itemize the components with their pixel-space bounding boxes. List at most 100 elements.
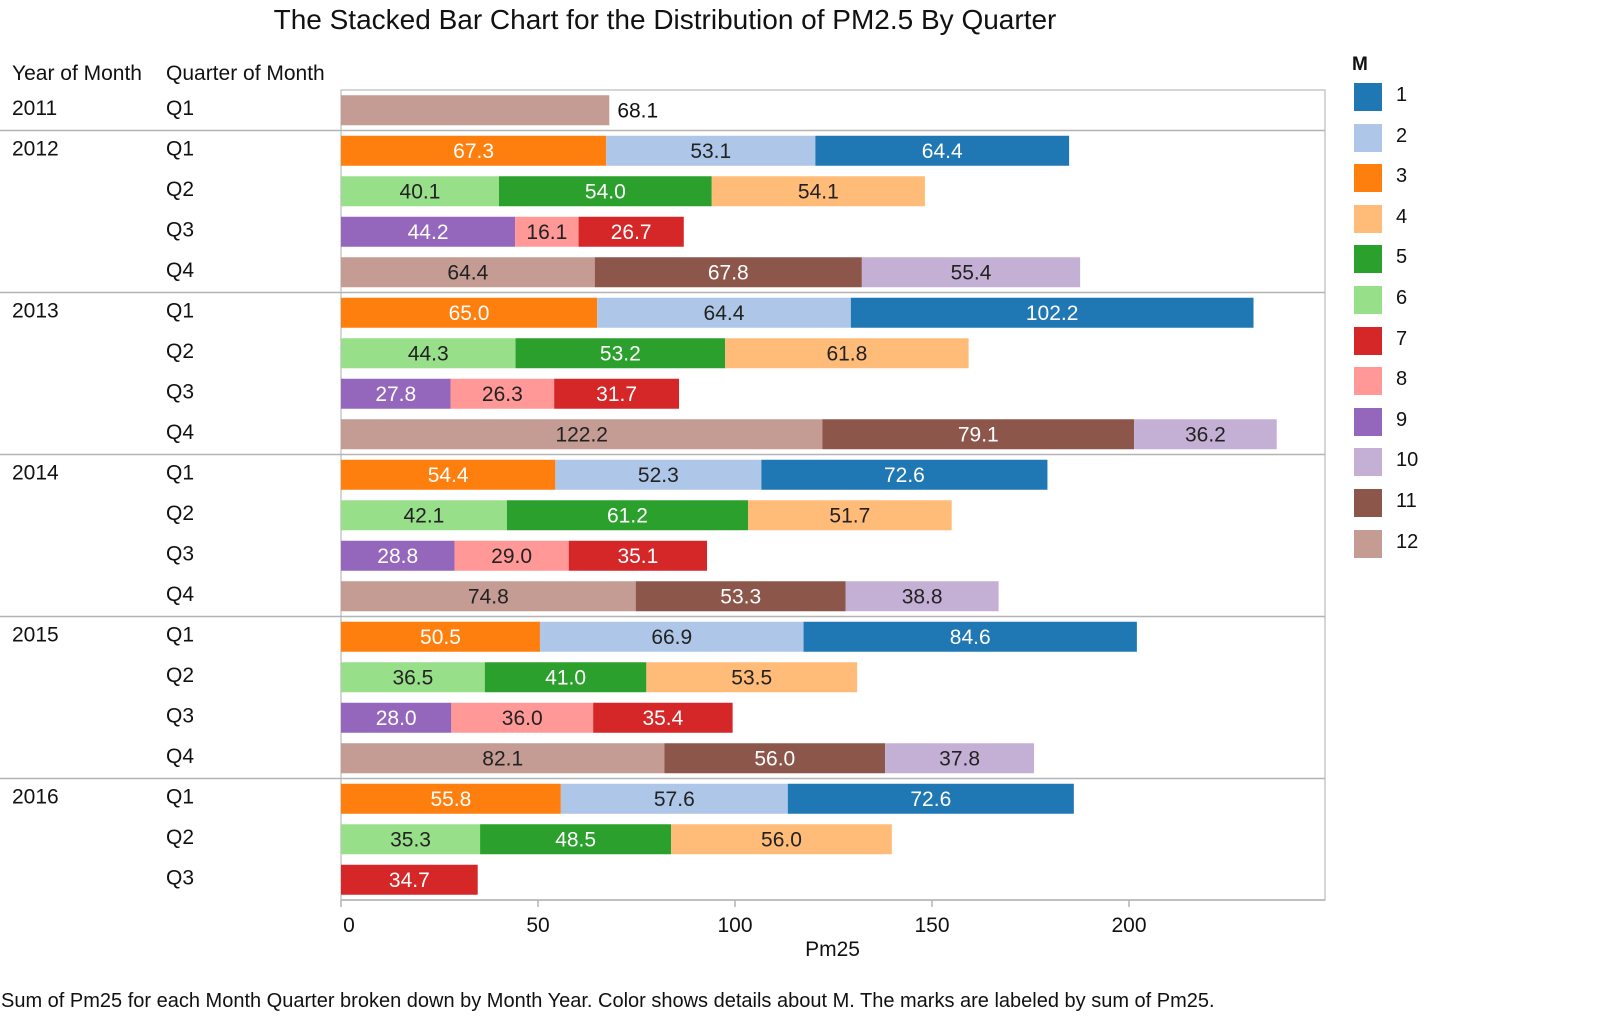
bar-value-label: 36.2 — [1185, 423, 1226, 446]
bar-segment — [341, 95, 610, 126]
legend-label: 12 — [1396, 530, 1419, 553]
quarter-label: Q1 — [166, 138, 194, 161]
bar-segment — [725, 338, 969, 369]
bar-segment — [803, 621, 1137, 652]
bar-segment — [815, 135, 1070, 166]
legend-label: 9 — [1396, 408, 1408, 431]
bar-segment — [593, 702, 733, 733]
bar-value-label: 79.1 — [958, 423, 999, 446]
year-label: 2012 — [12, 138, 59, 161]
legend-swatch — [1354, 286, 1382, 314]
legend-swatch — [1354, 407, 1382, 436]
bar-value-label: 44.2 — [408, 221, 449, 244]
bar-value-label: 35.1 — [617, 545, 658, 568]
bar-value-label: 37.8 — [939, 747, 980, 770]
bar-value-label: 44.3 — [408, 342, 449, 365]
quarter-label: Q3 — [166, 705, 194, 728]
bar-value-label: 53.3 — [720, 585, 761, 608]
bar-value-label: 64.4 — [447, 261, 488, 284]
legend-label: 6 — [1396, 287, 1408, 309]
year-label: 2013 — [12, 300, 59, 323]
bar-segment — [861, 257, 1081, 288]
bar-segment — [515, 216, 579, 247]
bar-value-label: 67.3 — [453, 140, 494, 163]
bar-segment — [341, 783, 561, 814]
bar-segment — [454, 540, 569, 571]
bar-segment — [341, 500, 507, 531]
bar-segment — [341, 257, 595, 288]
bar-segment — [539, 621, 804, 652]
bar-value-label: 53.2 — [600, 342, 641, 365]
bar-segment — [646, 662, 858, 693]
legend-swatch — [1354, 367, 1382, 396]
bar-value-label: 36.5 — [392, 666, 433, 689]
legend-swatch — [1354, 164, 1382, 193]
bar-value-label: 66.9 — [651, 626, 692, 649]
x-tick-label: 0 — [343, 914, 355, 937]
bar-segment — [671, 824, 892, 855]
bar-segment — [341, 378, 451, 409]
bar-segment — [635, 581, 846, 612]
legend-label: 1 — [1396, 84, 1408, 106]
bar-segment — [341, 419, 823, 450]
bar-segment — [341, 338, 516, 369]
bar-value-label: 68.1 — [617, 99, 658, 122]
bar-segment — [341, 459, 556, 490]
bar-value-label: 29.0 — [491, 545, 532, 568]
bar-value-label: 28.0 — [376, 707, 417, 730]
bar-segment — [341, 297, 598, 328]
bar-segment — [341, 581, 636, 612]
stacked-bar-chart: 2011 Q1 68.1 2012 Q1 67.3 53.1 64.4 Q2 40.1 54.0 54… — [0, 89, 1326, 937]
row-header-quarter: Quarter of Month — [166, 62, 325, 85]
bar-segment — [498, 176, 712, 207]
bar-value-label: 51.7 — [829, 504, 870, 527]
quarter-label: Q3 — [166, 543, 194, 566]
bar-segment — [341, 540, 455, 571]
bar-value-label: 40.1 — [400, 180, 441, 203]
legend-swatch — [1354, 245, 1382, 274]
bar-segment — [341, 216, 516, 247]
bar-segment — [822, 419, 1135, 450]
x-tick-label: 200 — [1111, 914, 1146, 937]
legend-swatch — [1354, 489, 1382, 517]
bar-segment — [664, 743, 886, 774]
bar-segment — [341, 824, 481, 855]
bar-value-label: 72.6 — [884, 464, 925, 487]
bar-segment — [451, 702, 594, 733]
quarter-label: Q3 — [166, 381, 194, 404]
bar-segment — [885, 743, 1035, 774]
bar-segment — [787, 783, 1074, 814]
legend-swatch — [1354, 326, 1382, 355]
bar-value-label: 35.3 — [390, 828, 431, 851]
bar-value-label: 64.4 — [922, 140, 963, 163]
bar-value-label: 102.2 — [1026, 302, 1079, 325]
year-label: 2015 — [12, 624, 59, 647]
bar-value-label: 53.1 — [690, 140, 731, 163]
bar-segment — [450, 378, 555, 409]
bar-segment — [341, 176, 499, 207]
bar-value-label: 41.0 — [545, 666, 586, 689]
bar-segment — [480, 824, 672, 855]
bar-value-label: 48.5 — [555, 828, 596, 851]
bar-segment — [560, 783, 788, 814]
bar-value-label: 53.5 — [731, 666, 772, 689]
bar-value-label: 27.8 — [375, 383, 416, 406]
quarter-label: Q2 — [166, 178, 194, 201]
bar-segment — [341, 864, 478, 895]
bar-value-label: 54.0 — [585, 180, 626, 203]
quarter-label: Q1 — [166, 786, 194, 809]
bar-value-label: 61.2 — [607, 504, 648, 527]
legend-label: 11 — [1396, 490, 1417, 512]
bar-value-label: 42.1 — [403, 504, 444, 527]
bar-value-label: 72.6 — [910, 788, 951, 811]
legend-swatch — [1354, 529, 1382, 558]
bar-segment — [748, 500, 952, 531]
bar-value-label: 65.0 — [449, 302, 490, 325]
legend-label: 8 — [1396, 368, 1408, 391]
bar-segment — [555, 459, 762, 490]
chart-caption: Sum of Pm25 for each Month Quarter broke… — [1, 990, 1215, 1012]
bar-value-label: 50.5 — [420, 626, 461, 649]
quarter-label: Q4 — [166, 259, 194, 282]
quarter-label: Q2 — [166, 340, 194, 363]
bar-segment — [578, 216, 684, 247]
